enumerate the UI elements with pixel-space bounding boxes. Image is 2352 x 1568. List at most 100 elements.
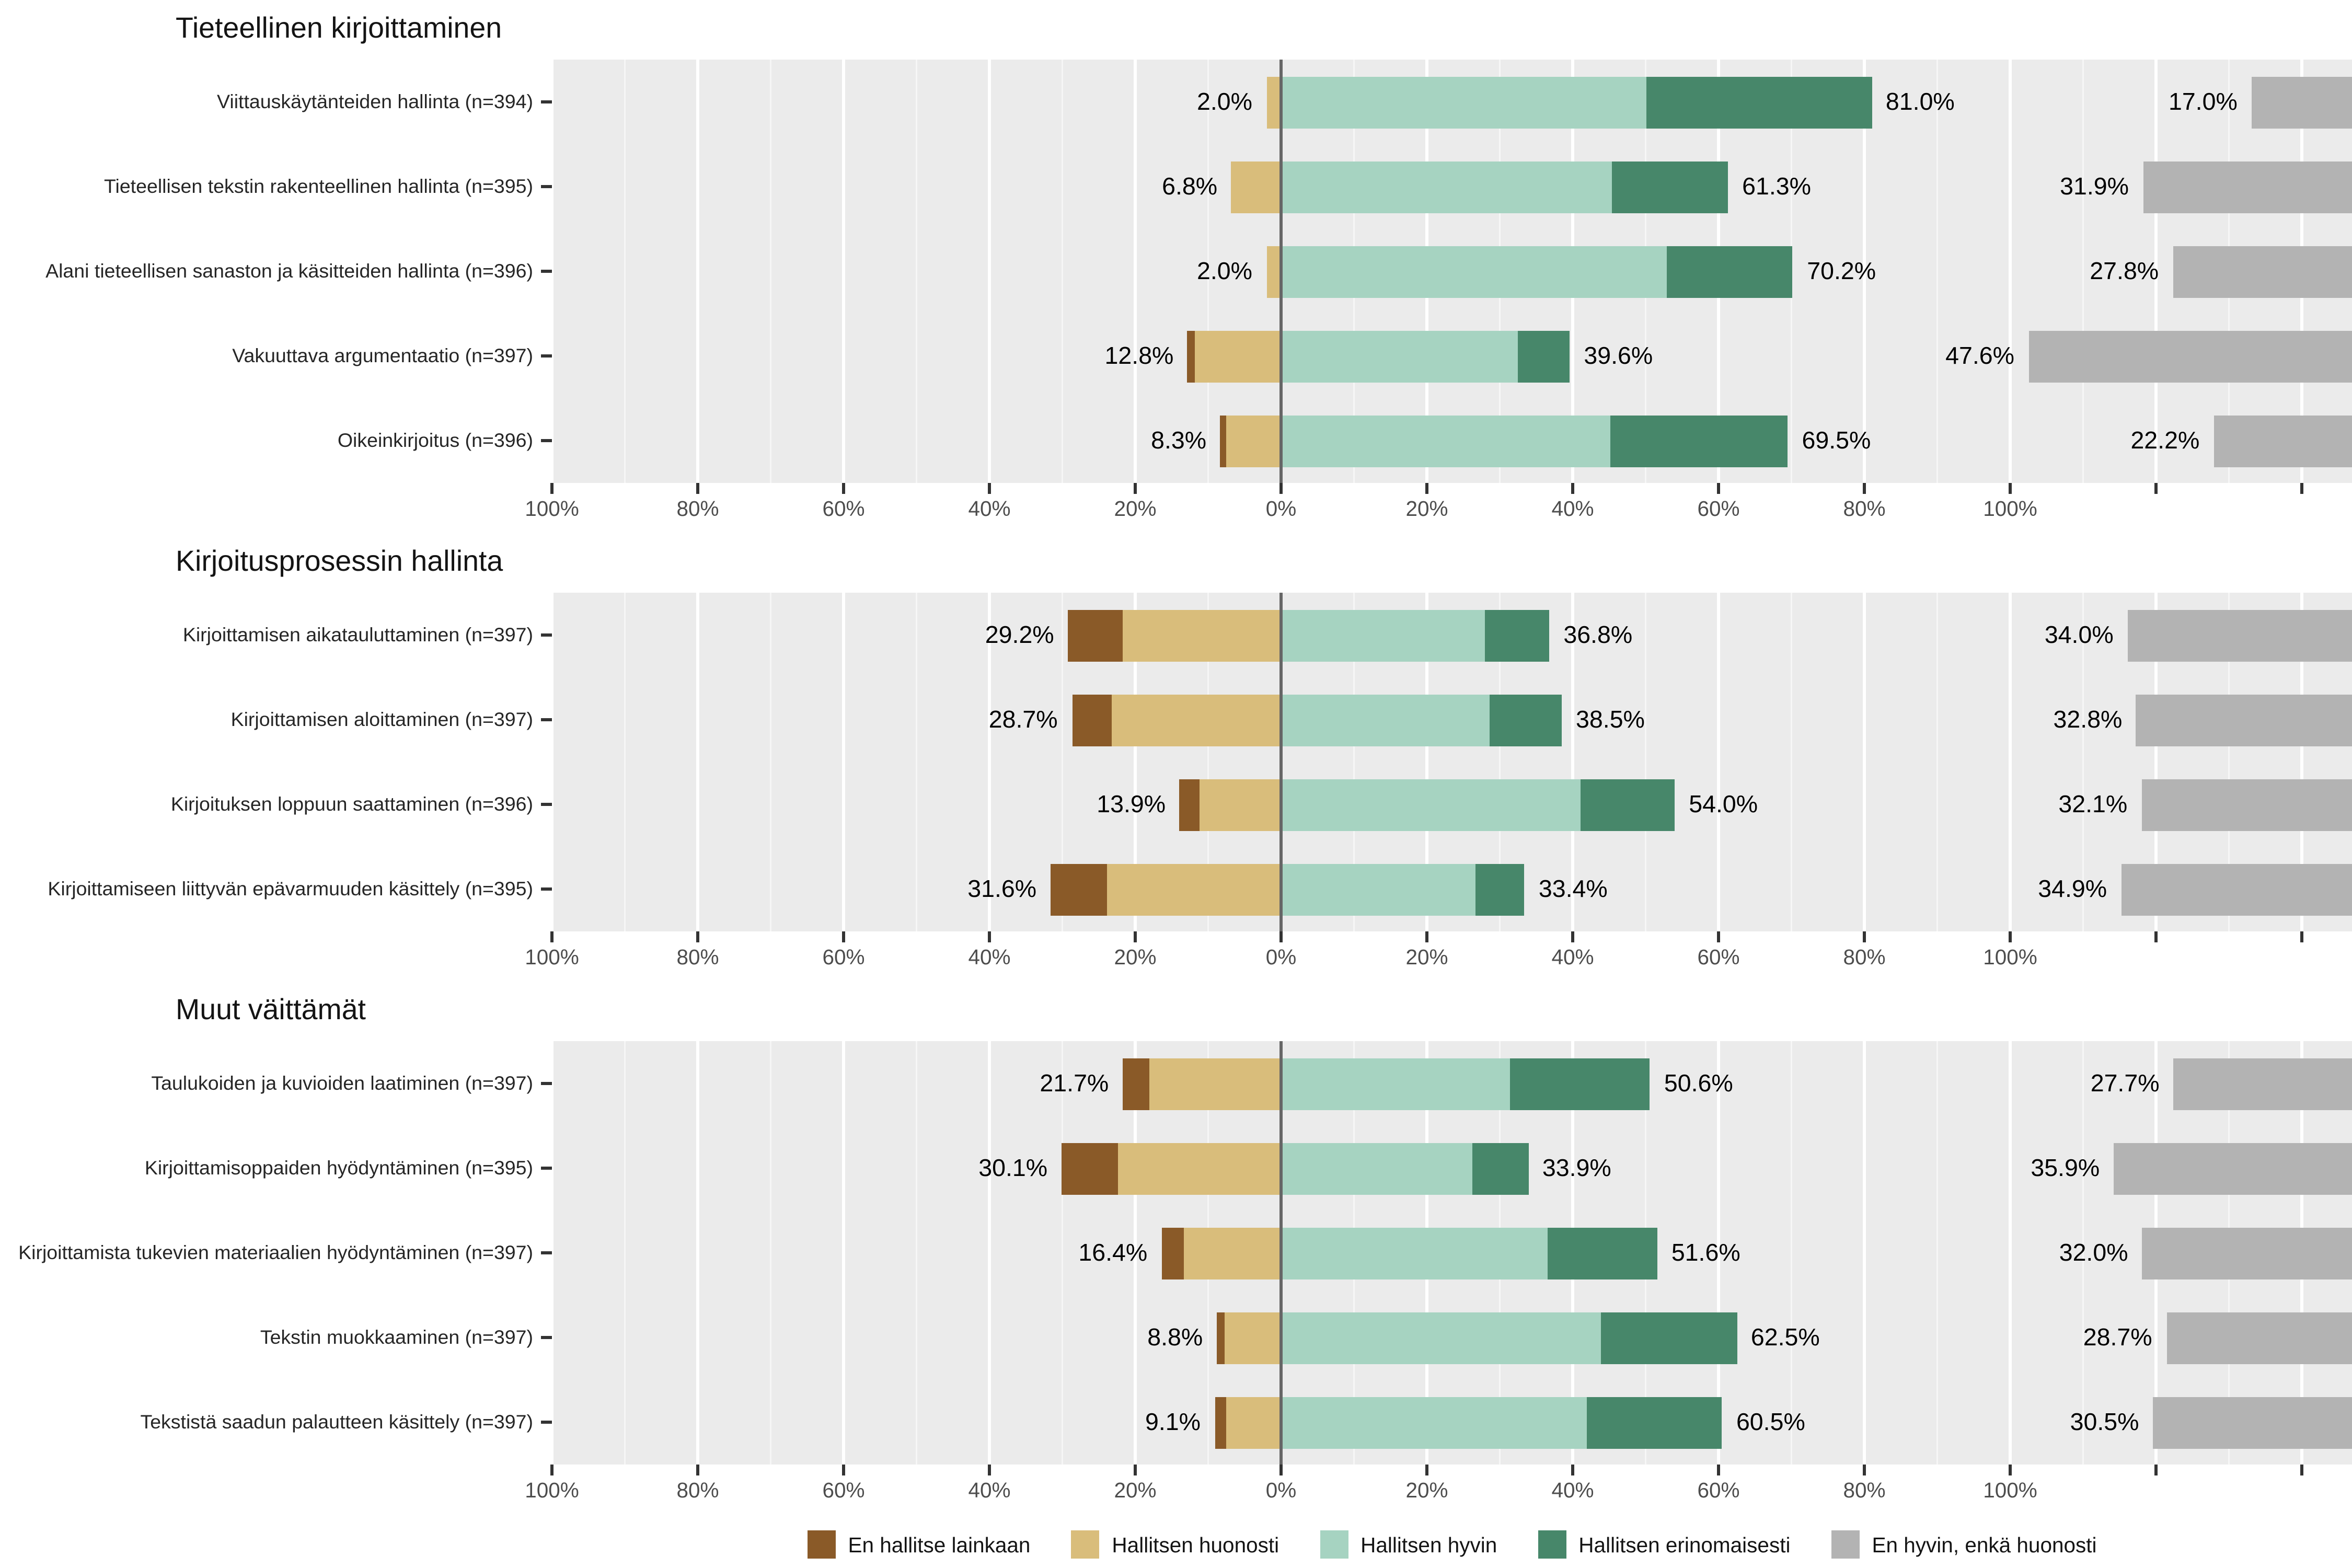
gridline-major <box>1134 1041 1137 1465</box>
bar-segment-en-hyvin-enka-huonosti <box>2141 778 2352 831</box>
x-axis-tick <box>1717 1465 1720 1475</box>
bar-segment-en-hyvin-enka-huonosti <box>2166 1311 2352 1364</box>
gridline-minor <box>1936 593 1938 931</box>
bar-segment-hallitsen-huonosti <box>1224 1311 1281 1364</box>
x-axis-tick-label: 100% <box>1983 946 2037 969</box>
pos-total-label: 69.5% <box>1802 427 1871 454</box>
bar-segment-hallitsen-erinomaisesti <box>1587 1396 1722 1448</box>
bar-segment-en-hallitse-lainkaan <box>1062 1142 1118 1194</box>
x-axis-tick-label: 20% <box>1405 497 1448 521</box>
y-axis-tick <box>541 354 552 358</box>
gridline-major <box>2154 593 2158 931</box>
gridline-major <box>2154 60 2158 483</box>
x-axis-tick <box>550 1465 554 1475</box>
gridline-minor <box>770 60 771 483</box>
x-axis-tick <box>1134 931 1137 942</box>
x-axis-tick <box>842 1465 845 1475</box>
bar-segment-hallitsen-huonosti <box>1123 609 1281 661</box>
x-axis-tick <box>1717 931 1720 942</box>
x-axis-tick-label: 20% <box>1405 1479 1448 1502</box>
bar-segment-en-hallitse-lainkaan <box>1161 1227 1184 1279</box>
gridline-minor <box>1062 593 1063 931</box>
bar-segment-hallitsen-erinomaisesti <box>1518 330 1570 382</box>
y-axis-tick <box>541 1167 552 1170</box>
neutral-label: 30.5% <box>2070 1409 2139 1436</box>
bar-segment-hallitsen-erinomaisesti <box>1547 1227 1657 1279</box>
x-axis-tick-label: 20% <box>1114 946 1157 969</box>
x-axis: 100% 80% 60% 40% 20% 0% 20% 40% 60% 80% 100% <box>0 1465 2352 1505</box>
bar-segment-hallitsen-huonosti <box>1226 414 1281 467</box>
category-label: Tekstin muokkaaminen (n=397) <box>260 1327 533 1348</box>
x-axis-tick-label: 60% <box>1697 497 1740 521</box>
neg-total-label: 30.1% <box>978 1155 1048 1182</box>
y-axis-tick <box>541 439 552 442</box>
neutral-label: 34.9% <box>2038 875 2107 903</box>
x-axis-tick <box>988 931 991 942</box>
gridline-minor <box>2082 1041 2084 1465</box>
plot-area: 21.7% 50.6% 27.7% 30.1% 33.9% 35.9% 16.4% 51.6%… <box>552 1041 2352 1465</box>
x-axis-tick-label: 40% <box>1551 1479 1594 1502</box>
bar-segment-en-hallitse-lainkaan <box>1217 1311 1225 1364</box>
x-axis-tick-label: 40% <box>968 497 1011 521</box>
x-axis-tick <box>842 931 845 942</box>
pos-total-label: 38.5% <box>1576 706 1645 733</box>
gridline-major <box>1863 593 1866 931</box>
chart-panel: Kirjoitusprosessin hallinta 29.2% 36.8% 34.… <box>0 543 2352 972</box>
bar-segment-hallitsen-huonosti <box>1231 160 1281 213</box>
x-axis-tick-label: 80% <box>676 497 719 521</box>
pos-total-label: 39.6% <box>1584 342 1653 370</box>
x-axis-tick-label: 0% <box>1265 1479 1297 1502</box>
zero-line <box>1279 60 1283 483</box>
bar-segment-hallitsen-huonosti <box>1149 1057 1281 1110</box>
gridline-major <box>2300 593 2303 931</box>
y-axis-tick <box>541 1336 552 1339</box>
gridline-major <box>988 593 991 931</box>
gridline-minor <box>1353 593 1355 931</box>
bar-segment-en-hyvin-enka-huonosti <box>2142 160 2352 213</box>
category-label: Kirjoittamisoppaiden hyödyntäminen (n=39… <box>144 1157 533 1179</box>
x-axis-tick <box>1863 483 1866 494</box>
x-axis-tick <box>1134 483 1137 494</box>
chart-panel: Muut väittämät 21.7% 50.6% 27.7% 30.1% 33.9% 3… <box>0 991 2352 1505</box>
bar-segment-hallitsen-hyvin <box>1281 1142 1473 1194</box>
gridline-major <box>1717 593 1720 931</box>
x-axis-tick-label: 40% <box>1551 946 1594 969</box>
x-axis-tick-label: 60% <box>822 946 865 969</box>
pos-total-label: 33.4% <box>1538 875 1608 903</box>
x-axis-tick <box>696 483 699 494</box>
neg-total-label: 28.7% <box>988 706 1058 733</box>
bar-segment-hallitsen-hyvin <box>1281 778 1580 831</box>
gridline-minor <box>624 1041 626 1465</box>
bar-segment-en-hallitse-lainkaan <box>1220 414 1227 467</box>
legend-label: Hallitsen erinomaisesti <box>1578 1532 1791 1557</box>
x-axis-tick-label: 0% <box>1265 497 1297 521</box>
gridline-minor <box>2082 593 2084 931</box>
bar-segment-hallitsen-erinomaisesti <box>1579 778 1675 831</box>
gridline-major <box>1863 1041 1866 1465</box>
gridline-minor <box>1062 60 1063 483</box>
gridline-minor <box>916 60 917 483</box>
gridline-major <box>2009 593 2012 931</box>
neutral-label: 32.1% <box>2058 791 2128 818</box>
neutral-label: 22.2% <box>2130 427 2200 454</box>
neg-total-label: 21.7% <box>1040 1070 1109 1097</box>
x-axis-tick <box>550 931 554 942</box>
neutral-label: 32.8% <box>2053 706 2123 733</box>
x-axis-tick <box>2300 483 2303 494</box>
x-axis-tick <box>696 1465 699 1475</box>
bar-segment-hallitsen-erinomaisesti <box>1600 1311 1737 1364</box>
bar-segment-hallitsen-hyvin <box>1281 76 1646 128</box>
gridline-major <box>988 60 991 483</box>
gridline-major <box>988 1041 991 1465</box>
pos-total-label: 33.9% <box>1542 1155 1611 1182</box>
bar-segment-hallitsen-hyvin <box>1281 160 1611 213</box>
x-axis-tick <box>1863 931 1866 942</box>
neg-total-label: 2.0% <box>1197 88 1253 116</box>
gridline-minor <box>624 60 626 483</box>
bar-segment-en-hallitse-lainkaan <box>1068 609 1123 661</box>
neg-total-label: 16.4% <box>1078 1239 1148 1266</box>
legend-label: En hyvin, enkä huonosti <box>1872 1532 2097 1557</box>
gridline-major <box>842 1041 845 1465</box>
panel-title: Kirjoitusprosessin hallinta <box>176 544 503 577</box>
